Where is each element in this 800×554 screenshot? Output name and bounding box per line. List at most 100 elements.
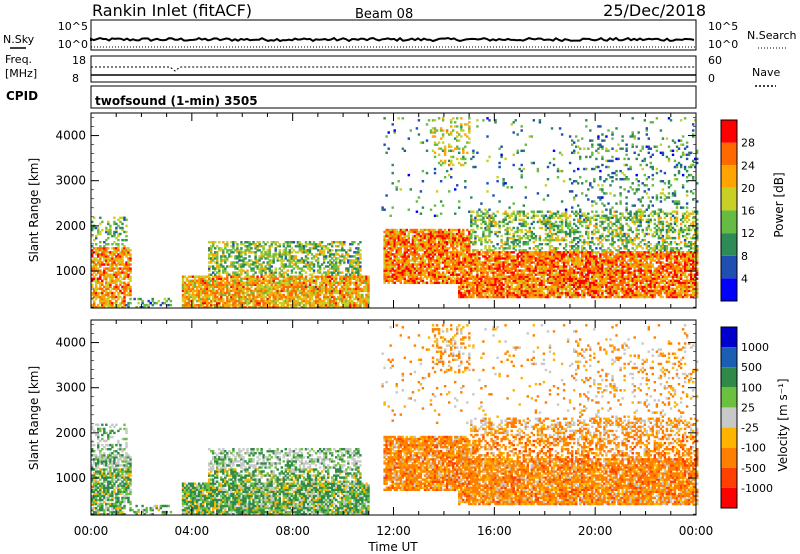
- heatmap-cell: [278, 249, 282, 252]
- heatmap-cell: [187, 303, 191, 307]
- heatmap-cell: [248, 247, 251, 250]
- heatmap-cell: [270, 243, 273, 246]
- heatmap-cell: [462, 149, 465, 153]
- heatmap-cell: [117, 273, 120, 276]
- heatmap-cell: [113, 287, 116, 291]
- heatmap-cell: [482, 291, 485, 295]
- heatmap-cell: [359, 241, 362, 244]
- heatmap-cell: [512, 210, 515, 213]
- heatmap-cell: [127, 293, 130, 297]
- heatmap-cell: [193, 281, 197, 285]
- heatmap-cell: [216, 257, 219, 260]
- heatmap-cell: [494, 291, 497, 295]
- heatmap-cell: [210, 306, 213, 309]
- heatmap-cell: [228, 273, 231, 276]
- heatmap-cell: [486, 241, 489, 244]
- heatmap-cell: [201, 299, 205, 303]
- heatmap-cell: [470, 232, 473, 236]
- heatmap-cell: [95, 281, 98, 285]
- heatmap-cell: [222, 265, 225, 268]
- heatmap-cell: [109, 259, 112, 262]
- heatmap-cell: [337, 257, 340, 260]
- heatmap-cell: [349, 255, 352, 258]
- heatmap-cell: [236, 279, 239, 283]
- heatmap-cell: [248, 277, 251, 280]
- heatmap-cell: [236, 291, 239, 295]
- heatmap-cell: [300, 247, 304, 250]
- heatmap-cell: [349, 273, 352, 276]
- heatmap-cell: [121, 249, 124, 252]
- heatmap-cell: [115, 271, 118, 274]
- heatmap-cell: [349, 299, 352, 303]
- heatmap-cell: [93, 275, 96, 278]
- heatmap-cell: [391, 171, 394, 175]
- heatmap-cell: [347, 267, 350, 270]
- heatmap-cell: [486, 182, 489, 185]
- heatmap-cell: [262, 269, 265, 272]
- heatmap-cell: [195, 291, 199, 295]
- heatmap-cell: [185, 287, 189, 291]
- heatmap-cell: [391, 206, 394, 209]
- heatmap-cell: [123, 285, 126, 289]
- heatmap-cell: [532, 220, 536, 224]
- heatmap-cell: [224, 259, 227, 262]
- heatmap-cell: [191, 297, 195, 301]
- heatmap-cell: [129, 279, 132, 283]
- heatmap-cell: [435, 143, 439, 146]
- heatmap-cell: [248, 295, 251, 299]
- heatmap-cell: [288, 259, 292, 262]
- heatmap-cell: [272, 285, 275, 289]
- heatmap-cell: [181, 277, 185, 280]
- heatmap-cell: [508, 220, 511, 224]
- heatmap-cell: [206, 287, 209, 291]
- heatmap-cell: [276, 291, 279, 295]
- heatmap-cell: [214, 289, 217, 293]
- heatmap-cell: [504, 157, 507, 161]
- heatmap-cell: [276, 241, 279, 244]
- heatmap-cell: [113, 232, 116, 236]
- heatmap-cell: [494, 247, 497, 250]
- heatmap-cell: [258, 257, 261, 260]
- heatmap-cell: [216, 289, 219, 293]
- heatmap-cell: [532, 236, 536, 240]
- heatmap-cell: [272, 306, 275, 309]
- heatmap-cell: [532, 214, 536, 218]
- heatmap-cell: [115, 279, 118, 283]
- heatmap-cell: [238, 249, 241, 252]
- heatmap-cell: [234, 277, 237, 280]
- heatmap-cell: [238, 297, 241, 301]
- heatmap-cell: [91, 277, 94, 280]
- heatmap-cell: [254, 301, 257, 305]
- heatmap-cell: [103, 263, 106, 266]
- heatmap-cell: [492, 194, 495, 197]
- heatmap-cell: [95, 279, 98, 283]
- heatmap-cell: [324, 285, 328, 289]
- heatmap-cell: [91, 220, 94, 224]
- heatmap-cell: [230, 275, 233, 278]
- heatmap-cell: [324, 291, 328, 295]
- heatmap-cell: [248, 255, 251, 258]
- heatmap-cell: [208, 306, 211, 309]
- heatmap-cell: [256, 283, 259, 287]
- heatmap-cell: [260, 275, 263, 278]
- heatmap-cell: [516, 133, 519, 136]
- heatmap-cell: [228, 303, 231, 307]
- heatmap-cell: [252, 241, 255, 244]
- heatmap-cell: [127, 275, 130, 278]
- heatmap-cell: [115, 289, 118, 293]
- heatmap-cell: [397, 234, 400, 238]
- heatmap-cell: [433, 259, 437, 262]
- heatmap-cell: [385, 135, 388, 138]
- heatmap-cell: [250, 291, 253, 295]
- heatmap-cell: [99, 306, 102, 309]
- heatmap-cell: [101, 281, 104, 285]
- heatmap-cell: [111, 291, 114, 295]
- heatmap-cell: [216, 277, 219, 280]
- heatmap-cell: [103, 306, 106, 309]
- cpid-program: twofsound (1-min) 3505: [95, 94, 258, 108]
- heatmap-cell: [99, 281, 102, 285]
- heatmap-cell: [274, 267, 277, 270]
- heatmap-cell: [208, 261, 211, 264]
- heatmap-cell: [123, 299, 126, 303]
- heatmap-cell: [109, 232, 112, 236]
